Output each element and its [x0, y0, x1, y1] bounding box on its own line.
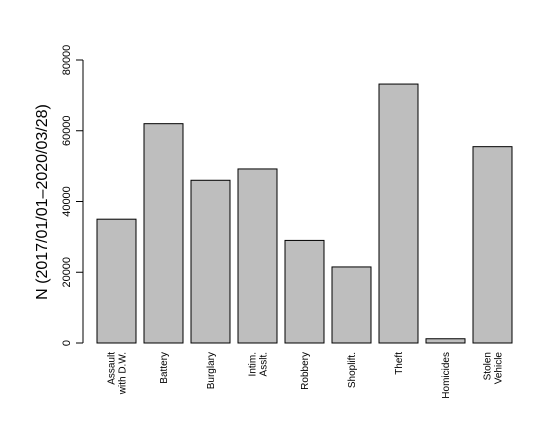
category-label: Vehicle: [494, 352, 505, 385]
y-tick-label: 80000: [61, 45, 73, 76]
category-labels: Assault with D.W. Battery Burglary Intim. Ass…: [107, 352, 505, 399]
category-label: Shoplift.: [347, 352, 358, 388]
y-tick-label: 20000: [61, 257, 73, 288]
category-label: Assault: [107, 352, 118, 385]
y-tick-label: 40000: [61, 186, 73, 217]
y-tick-label: 60000: [61, 115, 73, 146]
bar: [96, 218, 137, 344]
bar: [472, 146, 513, 344]
bar: [425, 338, 466, 344]
category-label: Battery: [159, 352, 170, 384]
bar: [331, 266, 372, 344]
category-label: Intim.: [248, 352, 259, 376]
y-axis: 0 20000 40000 60000 80000: [61, 45, 84, 346]
category-label: with D.W.: [118, 352, 129, 395]
bar: [143, 123, 184, 344]
bar: [378, 83, 419, 344]
bar: [190, 179, 231, 344]
category-label: Theft: [394, 352, 405, 375]
bars: [96, 83, 513, 344]
category-label: Robbery: [300, 352, 311, 390]
category-label: Stolen: [483, 352, 494, 380]
bar: [237, 168, 278, 344]
y-tick-label: 0: [61, 340, 73, 346]
category-label: Asslt.: [259, 352, 270, 376]
category-label: Homicides: [441, 352, 452, 399]
y-axis-label: N (2017/01/01–2020/03/28): [34, 104, 51, 300]
bar: [284, 239, 325, 344]
category-label: Burglary: [206, 352, 217, 389]
